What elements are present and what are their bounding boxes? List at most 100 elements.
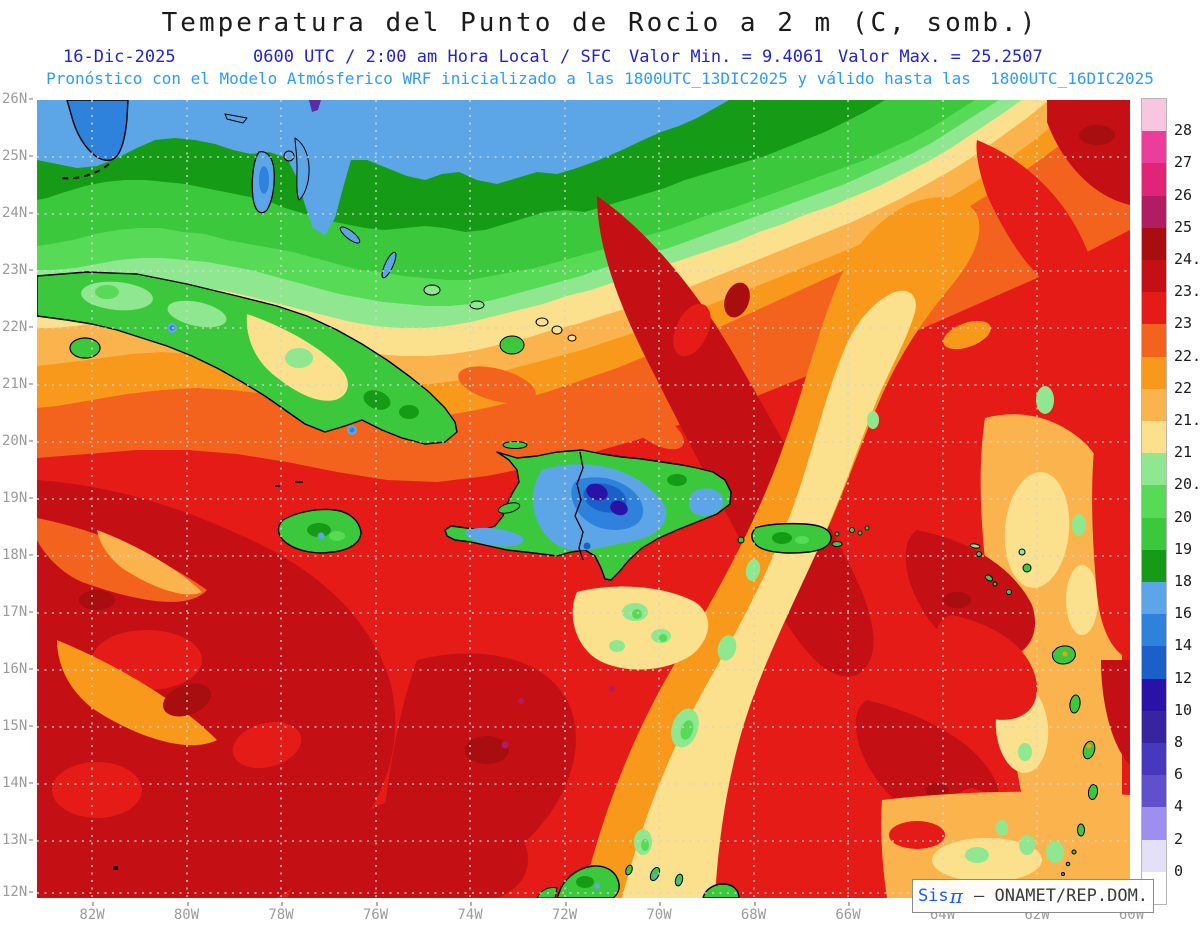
colorbar-segment: [1142, 582, 1166, 615]
aruba: [625, 864, 633, 876]
colorbar-tick-label: 23.5: [1174, 282, 1200, 301]
colorbar-tick-label: 20.5: [1174, 475, 1200, 494]
colorbar-segment: [1142, 292, 1166, 325]
lake-enriquillo: [583, 542, 591, 550]
lat-tick-label: 17N: [2, 604, 33, 620]
lon-tick-label: 82W: [70, 902, 114, 923]
lat-tick-label: 25N: [2, 148, 33, 164]
colorbar-segment: [1142, 356, 1166, 389]
lat-tick-label: 15N: [2, 718, 33, 734]
colorbar-tick-label: 4: [1174, 797, 1184, 816]
colorbar-segment: [1142, 775, 1166, 808]
colorbar-tick-label: 2: [1174, 829, 1184, 848]
forecast-map: [37, 100, 1130, 898]
florida-landmass: [58, 100, 129, 180]
colorbar-segment: [1142, 614, 1166, 647]
colorbar-tick-label: 21: [1174, 443, 1193, 462]
colorbar-tick-label: 19: [1174, 539, 1193, 558]
colorbar-tick-label: 12: [1174, 668, 1193, 687]
lat-tick-label: 19N: [2, 490, 33, 506]
forecast-date: 16-Dic-2025: [63, 47, 176, 67]
color-scale: [1141, 98, 1167, 905]
colorbar-segment: [1142, 227, 1166, 261]
lon-tick-label: 72W: [543, 902, 587, 923]
colorbar-segment: [1142, 517, 1166, 550]
watermark-box: Sis π – ONAMET/REP.DOM.: [912, 879, 1154, 913]
jamaica-landmass: [277, 508, 362, 554]
forecast-info-row: 16-Dic-2025 0600 UTC / 2:00 am Hora Loca…: [0, 47, 1200, 67]
colorbar-segment: [1142, 839, 1166, 872]
lon-tick-label: 70W: [637, 902, 681, 923]
model-info-line: Pronóstico con el Modelo Atmósferico WRF…: [46, 69, 1154, 88]
tortuga-island: [502, 441, 528, 449]
lon-tick-label: 78W: [259, 902, 303, 923]
mona-island: [737, 536, 745, 544]
lat-tick-label: 12N: [2, 884, 33, 900]
cold-speck: [309, 100, 321, 112]
colorbar-segment: [1142, 807, 1166, 840]
colorbar-segment: [1142, 163, 1166, 196]
lon-tick-label: 74W: [448, 902, 492, 923]
coastlines: [37, 100, 1099, 898]
cayman-islands: [275, 481, 303, 487]
lat-tick-label: 14N: [2, 775, 33, 791]
dewpoint-minimum-core: [586, 483, 608, 501]
colorbar-tick-label: 10: [1174, 700, 1193, 719]
virgin-islands: [849, 525, 870, 536]
isla-juventud: [69, 337, 101, 359]
lat-tick-label: 24N: [2, 205, 33, 221]
colorbar-segment: [1142, 195, 1166, 228]
lat-tick-label: 18N: [2, 547, 33, 563]
colorbar-tick-label: 27: [1174, 153, 1193, 172]
colorbar-tick-label: 18: [1174, 572, 1193, 590]
colorbar-tick-label: 23: [1174, 314, 1193, 333]
colorbar-tick-label: 22: [1174, 378, 1193, 397]
colorbar-tick-label: 25: [1174, 217, 1193, 236]
colorbar-segment: [1142, 549, 1166, 583]
colorbar-tick-label: 26: [1174, 185, 1193, 204]
watermark-brand: Sis: [917, 886, 949, 906]
florida-keys: [58, 163, 110, 180]
lat-tick-label: 26N: [2, 91, 33, 107]
colorbar-segment: [1142, 646, 1166, 679]
min-value-label: Valor Min. = 9.4061: [629, 47, 824, 67]
colorbar-segment: [1142, 678, 1166, 711]
page-title: Temperatura del Punto de Rocio a 2 m (C,…: [161, 8, 1039, 38]
pi-icon: π: [949, 883, 963, 908]
lat-tick-label: 23N: [2, 262, 33, 278]
lesser-antilles-islands: [969, 543, 1099, 898]
colorbar-tick-label: 16: [1174, 604, 1193, 623]
colorbar-tick-label: 6: [1174, 765, 1184, 784]
colorbar-tick-label: 24.5: [1174, 250, 1200, 268]
colorbar-segment: [1142, 260, 1166, 293]
lon-tick-label: 66W: [826, 902, 870, 923]
lon-tick-label: 68W: [732, 902, 776, 923]
colorbar-tick-label: 20: [1174, 507, 1193, 526]
bahamas-islands: [224, 113, 577, 355]
map-area: 26N 25N 24N 23N 22N 21N 20N 19N 18N 17N 16N 15N 14N 1…: [0, 91, 1200, 927]
colorbar-segment: [1142, 388, 1166, 422]
lat-tick-label: 20N: [2, 433, 33, 449]
lon-tick-label: 80W: [165, 902, 209, 923]
max-value-label: Valor Max. = 25.2507: [838, 47, 1043, 67]
haiti-dr-border: [574, 451, 584, 561]
gonave-island: [497, 502, 521, 514]
puerto-rico-landmass: [737, 522, 843, 554]
lon-tick-label: 76W: [354, 902, 398, 923]
gridlines: [37, 100, 1130, 898]
colorbar-tick-label: 0: [1174, 861, 1184, 880]
islet-speck: [113, 866, 118, 870]
colorbar-segment: [1142, 743, 1166, 776]
lat-tick-label: 21N: [2, 376, 33, 392]
lat-tick-label: 16N: [2, 661, 33, 677]
colorbar-tick-label: 8: [1174, 733, 1184, 751]
sea-detail: [37, 100, 1130, 898]
colorbar-tick-label: 28: [1174, 121, 1193, 140]
colorbar-tick-label: 14: [1174, 636, 1193, 655]
colorbar-segment: [1142, 710, 1166, 744]
paraguana: [702, 883, 740, 898]
forecast-time: 0600 UTC / 2:00 am Hora Local / SFC: [253, 47, 612, 67]
lat-tick-label: 22N: [2, 319, 33, 335]
colorbar-tick-label: 21.5: [1174, 411, 1200, 429]
